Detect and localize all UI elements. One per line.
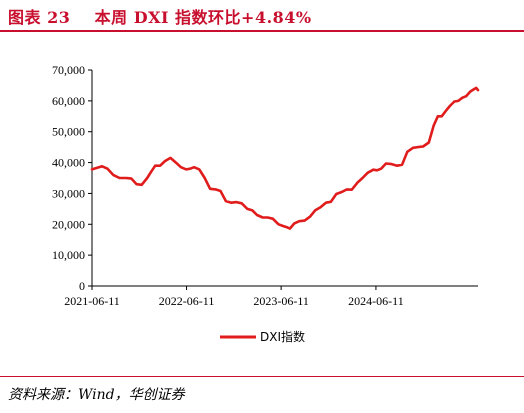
chart-legend: DXI指数 xyxy=(220,329,305,344)
y-tick-label: 0 xyxy=(79,279,85,293)
plot-area xyxy=(90,86,480,230)
y-axis-ticks: 0 10,000 20,000 30,000 40,000 50,000 60,000 70,… xyxy=(52,63,92,293)
y-tick-label: 30,000 xyxy=(52,186,85,200)
y-tick-label: 70,000 xyxy=(52,63,85,77)
x-axis-ticks: 2021-06-11 2022-06-11 2023-06-11 2024-06-11 xyxy=(64,286,404,308)
y-tick-label: 40,000 xyxy=(52,156,85,170)
y-tick-label: 50,000 xyxy=(52,125,85,139)
y-tick-label: 60,000 xyxy=(52,94,85,108)
y-tick-label: 10,000 xyxy=(52,248,85,262)
x-tick-label: 2023-06-11 xyxy=(253,294,309,308)
series-line-dxi xyxy=(90,86,480,230)
source-note: 资料来源：Wind，华创证券 xyxy=(8,387,185,403)
figure-number: 图表 23 xyxy=(8,8,71,27)
figure-title: 图表 23 本周 DXI 指数环比+4.84% xyxy=(8,4,312,28)
y-tick-label: 20,000 xyxy=(52,217,85,231)
title-rule xyxy=(0,30,524,32)
chart-axes xyxy=(91,70,478,287)
source-rule xyxy=(0,376,524,377)
x-tick-label: 2021-06-11 xyxy=(64,294,120,308)
x-tick-label: 2024-06-11 xyxy=(348,294,404,308)
figure-title-text: 本周 DXI 指数环比+4.84% xyxy=(94,8,312,27)
dxi-line-chart: 0 10,000 20,000 30,000 40,000 50,000 60,000 70,… xyxy=(52,63,480,344)
x-tick-label: 2022-06-11 xyxy=(159,294,215,308)
legend-label-dxi: DXI指数 xyxy=(260,329,305,344)
